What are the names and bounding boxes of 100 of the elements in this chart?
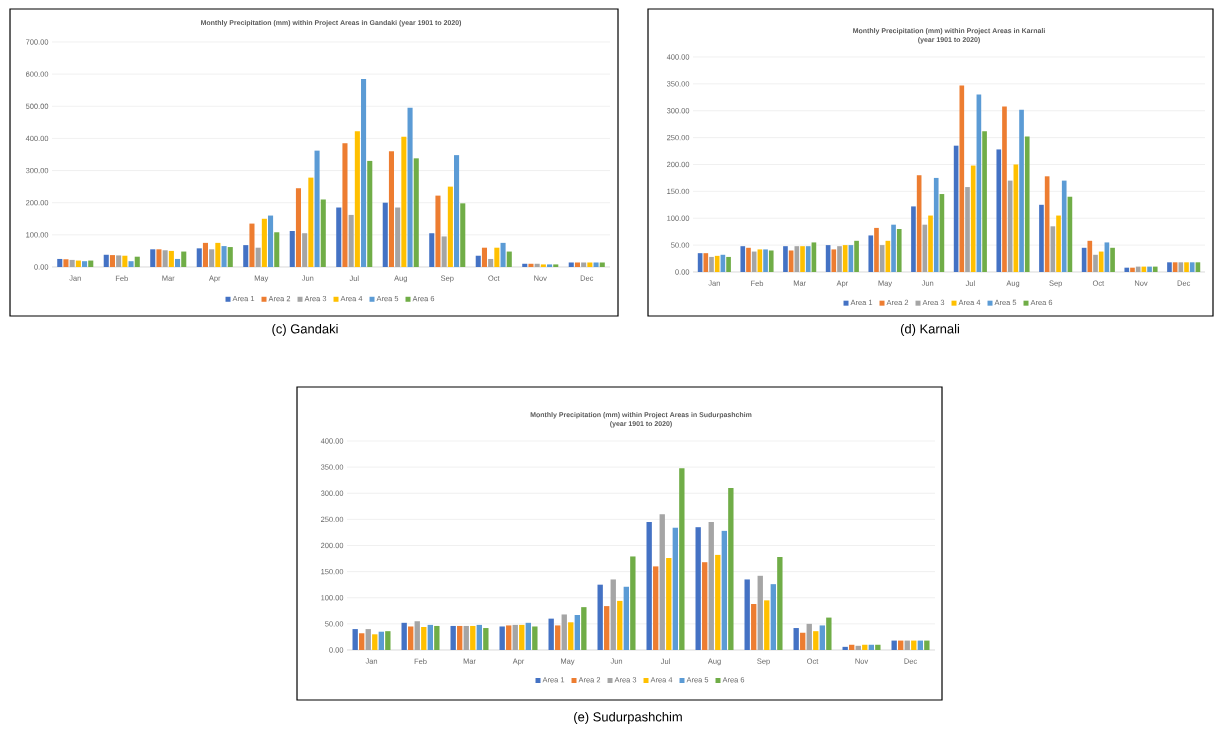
bar <box>175 258 181 267</box>
bar <box>708 521 714 650</box>
bar <box>744 579 750 650</box>
bar <box>599 262 605 267</box>
bar <box>1019 109 1024 272</box>
bar <box>249 223 255 267</box>
bar <box>372 634 378 650</box>
bar <box>408 626 414 650</box>
bar <box>728 488 734 650</box>
bar <box>209 249 215 267</box>
bar <box>454 155 460 267</box>
bar <box>777 556 783 650</box>
bar <box>746 247 751 272</box>
bar <box>679 468 685 650</box>
bar <box>457 625 463 650</box>
bar <box>395 207 401 267</box>
bar <box>128 261 134 267</box>
bar <box>597 584 603 650</box>
bar <box>547 264 553 267</box>
bar <box>261 218 267 267</box>
bar <box>221 246 227 267</box>
bar <box>463 625 469 650</box>
bar <box>617 600 623 650</box>
bar <box>768 250 774 272</box>
bar <box>891 224 896 272</box>
bar <box>800 632 806 650</box>
bar <box>553 264 559 267</box>
bar <box>414 621 420 650</box>
bar <box>181 251 187 267</box>
bar <box>421 627 427 650</box>
bar <box>715 554 721 650</box>
bar <box>630 556 636 650</box>
bar <box>450 625 456 650</box>
text: (d) Karnali <box>900 323 959 337</box>
bar <box>831 249 837 272</box>
bar <box>435 195 441 267</box>
bar <box>1056 215 1061 272</box>
bar <box>378 631 384 650</box>
bar <box>476 624 482 650</box>
bar <box>548 618 554 650</box>
bar <box>314 150 320 267</box>
bar <box>540 264 546 267</box>
bar <box>1093 254 1098 272</box>
bar <box>837 246 842 272</box>
bar <box>202 242 208 267</box>
bar <box>623 586 629 650</box>
bar <box>965 187 970 272</box>
bar <box>116 255 122 267</box>
bar <box>800 246 805 272</box>
bar <box>854 240 859 272</box>
bar <box>168 250 174 267</box>
bar <box>388 151 394 267</box>
bar <box>1007 180 1013 272</box>
bar <box>470 625 476 650</box>
bar <box>150 249 156 267</box>
bar <box>1110 247 1115 272</box>
bar <box>69 259 75 267</box>
bar <box>896 228 902 272</box>
bar <box>308 177 314 267</box>
bar <box>447 186 453 267</box>
bar <box>75 260 81 267</box>
bar <box>494 247 500 267</box>
bar <box>268 215 274 267</box>
bar <box>162 250 168 267</box>
bar <box>500 242 506 267</box>
bar <box>561 614 567 650</box>
bar <box>196 248 202 267</box>
bar <box>646 521 652 650</box>
bar <box>525 622 531 650</box>
bar <box>483 628 489 650</box>
bar <box>1124 267 1130 272</box>
bar <box>672 527 678 650</box>
bar <box>519 624 525 650</box>
bar <box>898 640 904 650</box>
bar <box>401 622 407 650</box>
bar <box>806 623 812 650</box>
bar <box>928 215 933 272</box>
bar <box>593 262 599 267</box>
bar <box>695 527 701 650</box>
bar <box>855 645 861 650</box>
bar <box>805 246 811 272</box>
bar <box>604 606 610 650</box>
bar <box>103 254 109 267</box>
bar <box>959 85 965 272</box>
bar <box>365 629 371 650</box>
bar <box>385 631 391 650</box>
bar <box>1098 251 1104 272</box>
bar <box>982 131 987 272</box>
bar <box>868 235 874 272</box>
bar <box>506 625 512 650</box>
bar <box>703 253 709 272</box>
bar <box>568 262 574 267</box>
bar <box>348 214 354 267</box>
bar <box>401 136 407 267</box>
bar <box>970 165 976 272</box>
bar <box>574 614 580 650</box>
bar <box>460 203 466 267</box>
bar <box>134 256 140 267</box>
bar <box>763 249 768 272</box>
bar <box>1087 240 1093 272</box>
